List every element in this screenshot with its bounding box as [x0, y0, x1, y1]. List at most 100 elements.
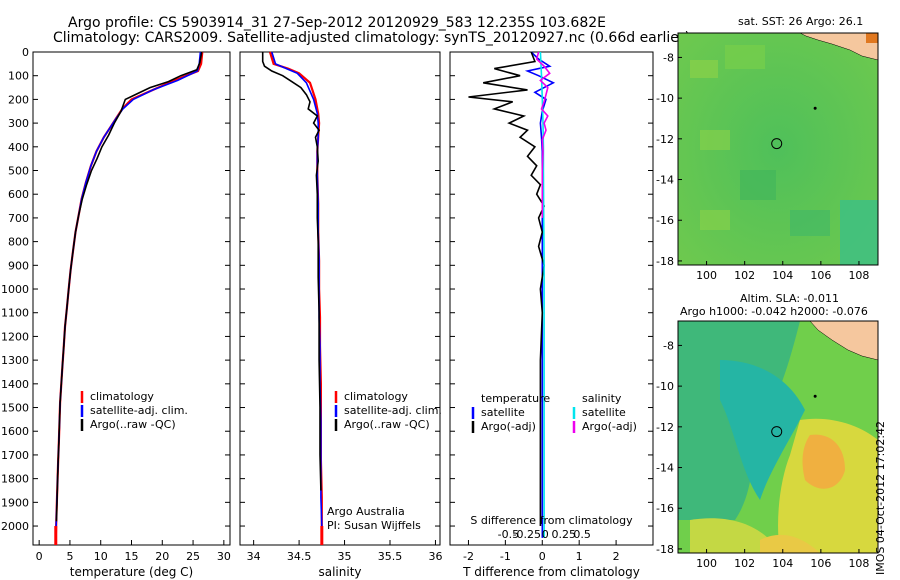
temp-legend-item: climatology: [90, 390, 154, 403]
diff-top-tick-label: 0.5: [573, 528, 591, 541]
diff-top-tick-label: -0.25: [513, 528, 541, 541]
y-tick-label: 1700: [1, 449, 29, 462]
sal-x-tick-label: 35.5: [378, 550, 403, 563]
diff-series-t-argo-adj-: [468, 51, 546, 526]
diff-x-tick-label: -1: [500, 550, 511, 563]
sst-y-tick-label: -18: [656, 255, 674, 268]
diff-x-tick-label: 1: [576, 550, 583, 563]
diff-legend-item: satellite: [481, 406, 525, 419]
diff-top-tick-label: 0: [542, 528, 549, 541]
sal-legend-item: satellite-adj. clim.: [344, 404, 442, 417]
y-tick-label: 500: [8, 165, 29, 178]
land-shape-sst: [799, 33, 878, 61]
y-tick-label: 300: [8, 117, 29, 130]
y-tick-label: 1200: [1, 330, 29, 343]
sla-map: [677, 320, 879, 554]
diff-series-s-argo-adj-: [535, 51, 551, 218]
sal-legend-item: climatology: [344, 390, 408, 403]
diff-x-tick-label: 2: [613, 550, 620, 563]
temp-series-climatology: [54, 51, 204, 538]
y-tick-label: 100: [8, 70, 29, 83]
diff-x-axis-label: T difference from climatology: [462, 565, 640, 579]
sst-island-marker: [813, 106, 817, 110]
diff-legend-item: Argo(-adj): [582, 420, 637, 433]
sal-x-tick-label: 34.5: [287, 550, 312, 563]
y-tick-label: 2000: [1, 520, 29, 533]
sla-y-tick-label: -16: [656, 502, 674, 515]
sla-argo-location-marker: [771, 426, 783, 438]
sla-x-tick-label: 100: [696, 557, 717, 570]
sal-annotation: Argo Australia: [327, 505, 405, 518]
diff-legend-item: satellite: [582, 406, 626, 419]
sal-series-satellite-adj-clim-: [271, 51, 323, 538]
temp-x-axis-label: temperature (deg C): [70, 565, 193, 579]
sal-series-argo-raw-qc-: [261, 52, 322, 491]
y-tick-label: 900: [8, 259, 29, 272]
temp-x-tick-label: 5: [66, 550, 73, 563]
y-tick-label: 0: [22, 46, 29, 59]
y-tick-label: 1600: [1, 425, 29, 438]
sla-x-tick-label: 106: [810, 557, 831, 570]
diff-x-tick-label: 0: [539, 550, 546, 563]
sla-map-subtitle: Argo h1000: -0.042 h2000: -0.076: [680, 305, 868, 318]
sla-x-tick-label: 102: [734, 557, 755, 570]
sst-x-tick-label: 102: [734, 269, 755, 282]
sla-y-tick-label: -18: [656, 543, 674, 556]
sla-island-marker: [813, 394, 817, 398]
sal-axes-frame: [239, 51, 441, 546]
temp-legend-item: satellite-adj. clim.: [90, 404, 188, 417]
temp-legend-item: Argo(..raw -QC): [90, 418, 176, 431]
diff-x-tick-label: -2: [463, 550, 474, 563]
diff-legend-title-salinity: salinity: [582, 392, 622, 405]
y-tick-label: 200: [8, 93, 29, 106]
sst-x-tick-label: 104: [772, 269, 793, 282]
sst-y-tick-label: -16: [656, 214, 674, 227]
sst-x-tick-label: 106: [810, 269, 831, 282]
diff-top-tick-label: 0.25: [551, 528, 576, 541]
y-tick-label: 600: [8, 188, 29, 201]
land-shape-sla: [809, 321, 878, 361]
sst-y-tick-label: -12: [656, 133, 674, 146]
sst-x-tick-label: 100: [696, 269, 717, 282]
sst-y-tick-label: -8: [663, 51, 674, 64]
y-tick-label: 1400: [1, 378, 29, 391]
sla-map-title: Altim. SLA: -0.011: [740, 292, 840, 305]
sal-x-axis-label: salinity: [318, 565, 361, 579]
sla-x-tick-label: 108: [848, 557, 869, 570]
sla-y-tick-label: -10: [656, 380, 674, 393]
diff-series-salinity-satellite: [539, 51, 545, 538]
diff-top-axis-label: S difference from climatology: [470, 514, 633, 527]
diff-top-tick-label: -0.5: [498, 528, 519, 541]
sal-annotation: PI: Susan Wijffels: [327, 519, 421, 532]
temp-x-tick-label: 20: [155, 550, 169, 563]
sal-x-tick-label: 36: [428, 550, 442, 563]
sla-y-tick-label: -8: [663, 339, 674, 352]
temp-x-tick-label: 15: [125, 550, 139, 563]
chart-title-line1: Argo profile: CS 5903914_31 27-Sep-2012 …: [68, 15, 606, 31]
sst-map: [677, 32, 879, 266]
sla-y-tick-label: -12: [656, 421, 674, 434]
temp-series-argo-raw-qc-: [55, 51, 203, 522]
sla-y-tick-label: -14: [656, 462, 674, 475]
y-tick-label: 1000: [1, 283, 29, 296]
y-tick-label: 800: [8, 236, 29, 249]
temp-x-tick-label: 0: [36, 550, 43, 563]
y-tick-label: 1800: [1, 473, 29, 486]
temp-x-tick-label: 10: [94, 550, 108, 563]
sst-x-tick-label: 108: [848, 269, 869, 282]
chart-title-line2: Climatology: CARS2009. Satellite-adjuste…: [53, 30, 691, 46]
y-tick-label: 400: [8, 141, 29, 154]
temp-series-satellite-adj-clim-: [55, 51, 202, 538]
y-tick-label: 1900: [1, 496, 29, 509]
diff-axes-frame: [449, 51, 654, 546]
sal-x-tick-label: 34: [247, 550, 261, 563]
temp-axes-frame: [32, 51, 231, 546]
y-tick-label: 700: [8, 212, 29, 225]
temp-x-tick-label: 30: [217, 550, 231, 563]
y-tick-label: 1100: [1, 307, 29, 320]
imos-watermark: IMOS 04-Oct-2012 17:02:42: [874, 420, 887, 575]
sal-legend-item: Argo(..raw -QC): [344, 418, 430, 431]
sst-y-tick-label: -10: [656, 92, 674, 105]
sst-y-tick-label: -14: [656, 174, 674, 187]
